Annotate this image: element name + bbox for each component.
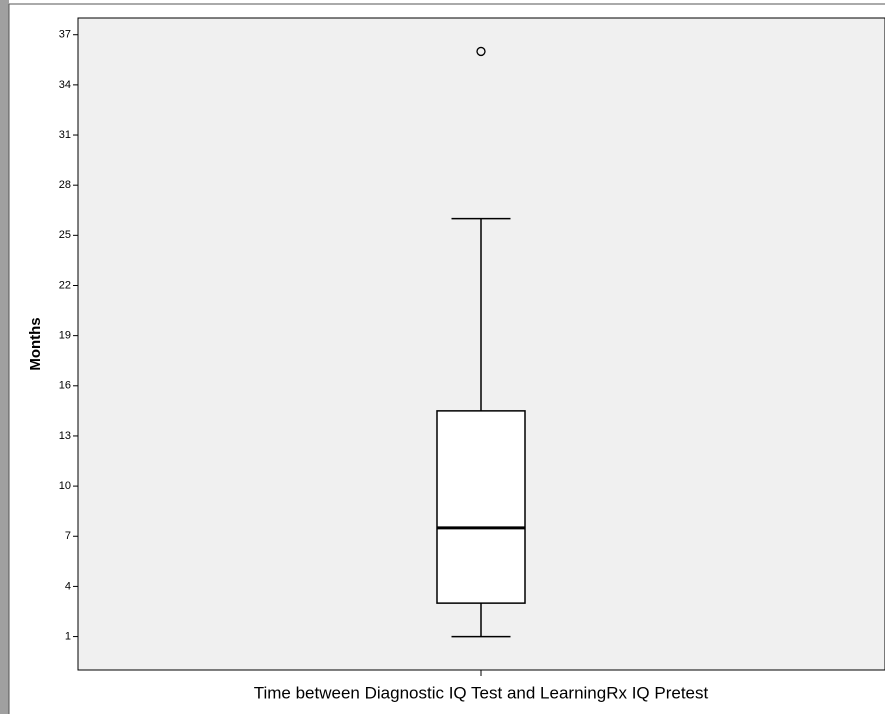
- outlier: [476, 46, 486, 57]
- box: [436, 410, 526, 604]
- y-tick-label: 7: [65, 530, 71, 542]
- x-tick-label: Time between Diagnostic IQ Test and Lear…: [254, 683, 709, 702]
- y-tick-label: 13: [59, 430, 71, 442]
- y-tick-label: 1: [65, 630, 71, 642]
- y-tick-label: 16: [59, 380, 71, 392]
- y-tick-label: 31: [59, 129, 71, 141]
- y-tick-label: 22: [59, 279, 71, 291]
- y-axis-label: Months: [27, 317, 44, 370]
- y-tick-label: 19: [59, 330, 71, 342]
- y-tick-label: 25: [59, 229, 71, 241]
- y-tick-label: 10: [59, 480, 71, 492]
- y-tick-label: 37: [59, 29, 71, 41]
- y-tick-label: 34: [59, 79, 71, 91]
- window-edge: [0, 0, 9, 714]
- y-tick-label: 28: [59, 179, 71, 191]
- y-tick-label: 4: [65, 580, 71, 592]
